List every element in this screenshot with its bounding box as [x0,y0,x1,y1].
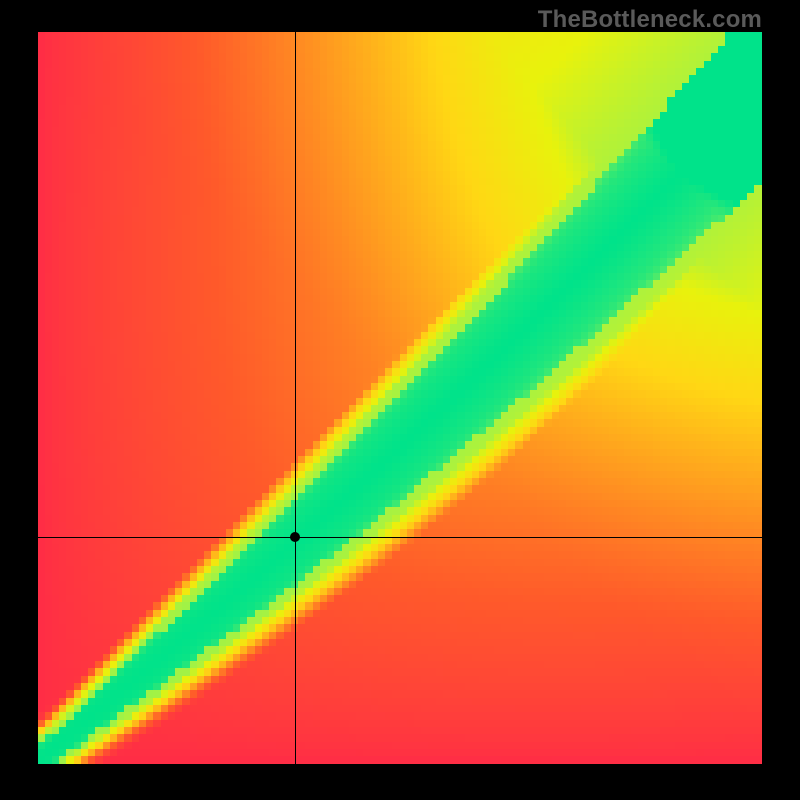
figure-outer: { "figure": { "width_px": 800, "height_p… [0,0,800,800]
crosshair-vertical [295,32,296,764]
watermark-text: TheBottleneck.com [538,6,762,34]
heatmap-canvas [38,32,762,764]
crosshair-horizontal [38,537,762,538]
heatmap-plot [38,32,762,764]
